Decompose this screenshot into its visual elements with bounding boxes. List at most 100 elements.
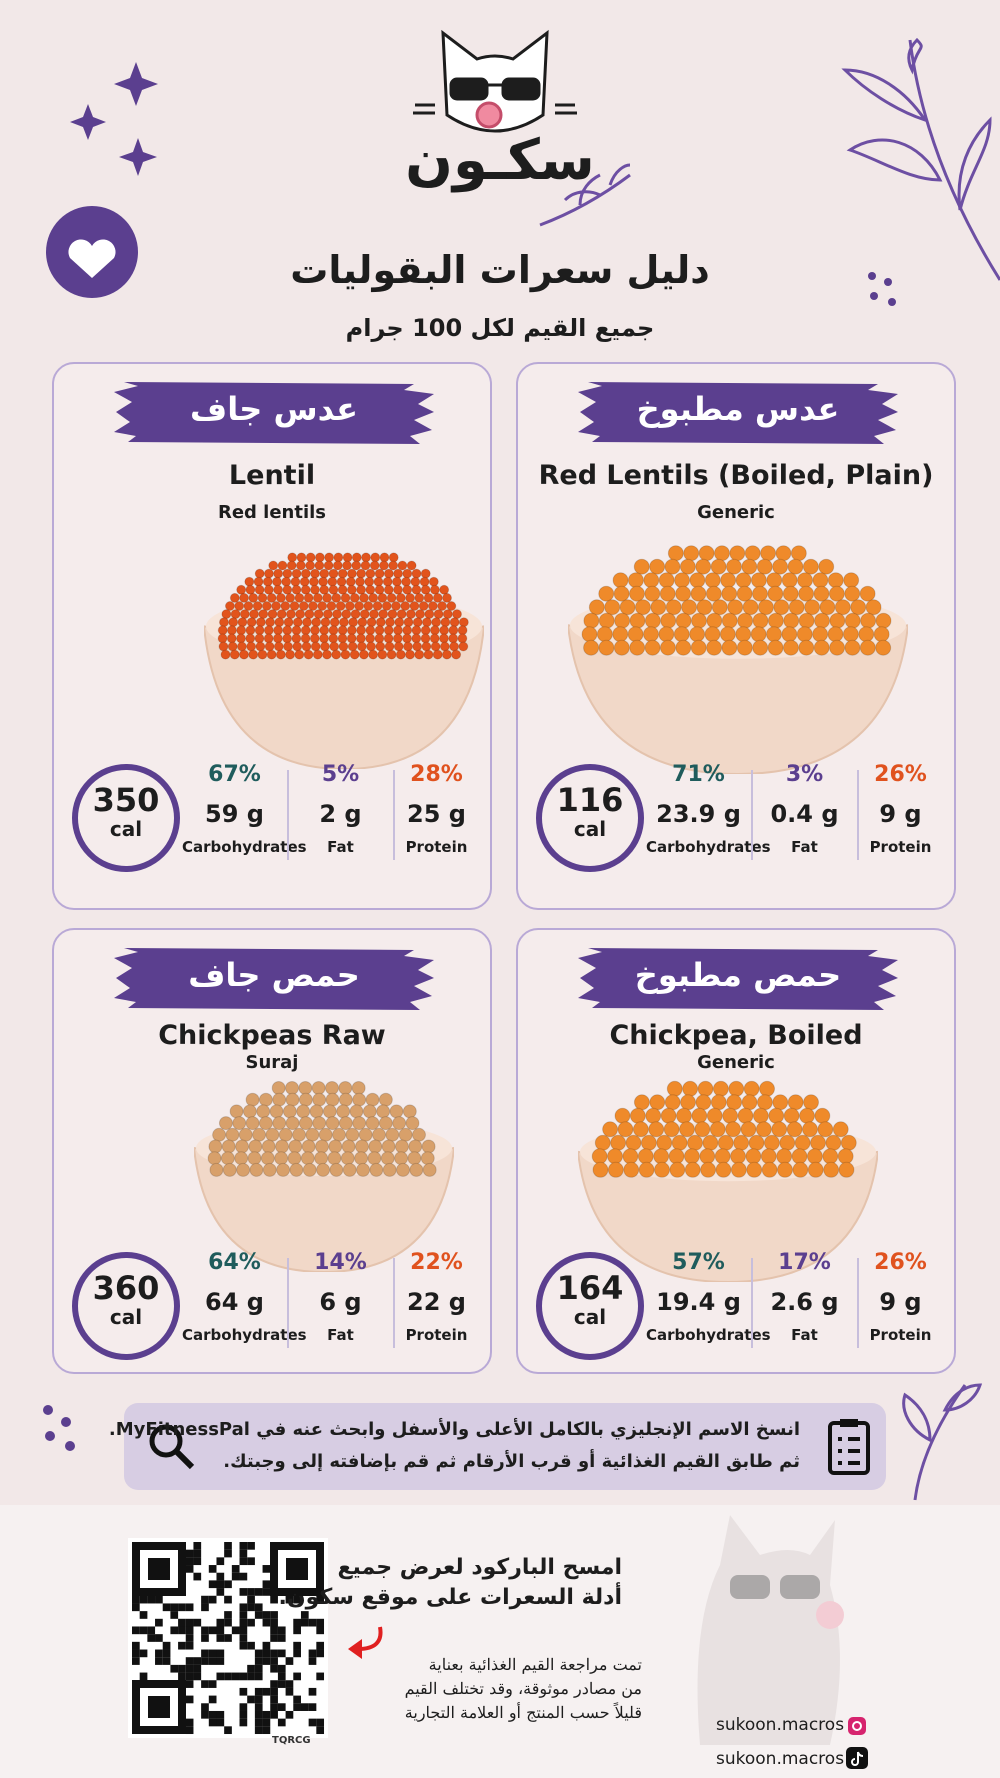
bean: [314, 560, 325, 571]
qr-module: [239, 1603, 248, 1612]
bean: [408, 1139, 423, 1154]
bean: [369, 560, 380, 571]
bean: [303, 592, 314, 603]
bean: [291, 633, 302, 644]
bean: [264, 641, 275, 652]
bean: [763, 1134, 780, 1151]
bean: [743, 1080, 760, 1097]
macro-label: Carbohydrates: [182, 838, 307, 856]
bean: [414, 592, 425, 603]
bean: [221, 1139, 236, 1154]
bean: [791, 1148, 808, 1165]
bean: [309, 584, 320, 595]
bean: [274, 1151, 289, 1166]
bean: [329, 1162, 344, 1177]
bean: [702, 1134, 719, 1151]
bean: [658, 626, 675, 643]
bean: [706, 639, 723, 656]
calories: 350: [92, 781, 160, 819]
bean: [613, 639, 630, 656]
bean: [695, 558, 712, 575]
bean: [320, 617, 331, 628]
bean: [310, 568, 321, 579]
macro-percent: 3%: [785, 762, 824, 787]
bean: [623, 1161, 640, 1178]
bean: [331, 649, 342, 660]
bean: [604, 599, 621, 616]
bean: [236, 633, 247, 644]
bean: [228, 617, 239, 628]
qr-module: [293, 1672, 301, 1681]
bean: [433, 609, 444, 620]
bean: [220, 649, 231, 660]
bean: [766, 572, 783, 589]
bean: [331, 592, 342, 603]
bean: [733, 1134, 750, 1151]
qr-module: [224, 1580, 232, 1589]
bean: [258, 1092, 273, 1107]
bean: [230, 609, 241, 620]
qr-module: [254, 1710, 263, 1719]
bean: [235, 1139, 250, 1154]
bean: [390, 601, 401, 611]
bean: [248, 592, 259, 603]
note-line: من مصادر موثوقة، وقد تختلف القيم: [404, 1679, 642, 1698]
qr-module: [270, 1703, 278, 1711]
bean: [410, 576, 421, 587]
bean: [265, 617, 276, 628]
note-text: تمت مراجعة القيم الغذائية بعناية من مصاد…: [405, 1653, 642, 1725]
qr-module: [262, 1588, 271, 1596]
bean: [750, 572, 767, 589]
bean: [709, 1121, 726, 1138]
qr-module: [155, 1657, 163, 1665]
bean: [690, 585, 707, 602]
bean: [814, 1107, 831, 1124]
qr-module: [185, 1634, 194, 1642]
qr-module: [270, 1710, 278, 1719]
macro-label: Protein: [869, 1326, 932, 1344]
bean: [305, 1127, 320, 1142]
bean: [254, 568, 265, 579]
bean: [368, 1139, 383, 1154]
bean: [439, 641, 450, 652]
bean: [218, 641, 229, 652]
bean: [257, 649, 268, 660]
bean: [222, 1162, 237, 1177]
qr-module: [201, 1595, 209, 1604]
bean: [767, 585, 784, 602]
bean: [319, 633, 330, 644]
bean: [730, 1148, 747, 1165]
qr-code: [128, 1538, 328, 1738]
bean: [427, 601, 438, 611]
qr-module: [270, 1687, 278, 1696]
bean: [389, 1104, 404, 1119]
qr-module: [270, 1657, 278, 1665]
bean: [396, 609, 407, 620]
bean: [275, 1139, 290, 1154]
bean: [825, 1134, 842, 1151]
divider: [751, 1258, 753, 1348]
bean: [392, 633, 403, 644]
macro-grams: 59 g: [205, 800, 264, 828]
bean: [291, 584, 302, 595]
bean: [340, 1151, 355, 1166]
bean: [396, 1162, 411, 1177]
bean: [818, 558, 835, 575]
bean: [300, 568, 311, 579]
bean: [289, 1162, 304, 1177]
bean: [742, 599, 759, 616]
bean: [442, 609, 453, 620]
qr-module: [178, 1664, 186, 1673]
macro: 14% 6 g Fat: [288, 1250, 393, 1344]
qr-module: [201, 1634, 209, 1642]
qr-module: [208, 1565, 217, 1573]
qr-module: [216, 1557, 225, 1566]
bean: [319, 584, 330, 595]
bean: [760, 545, 777, 562]
qr-module: [185, 1657, 194, 1665]
bean: [671, 1134, 688, 1151]
calories: 116: [556, 781, 624, 819]
bean: [249, 1162, 264, 1177]
bean: [405, 609, 416, 620]
